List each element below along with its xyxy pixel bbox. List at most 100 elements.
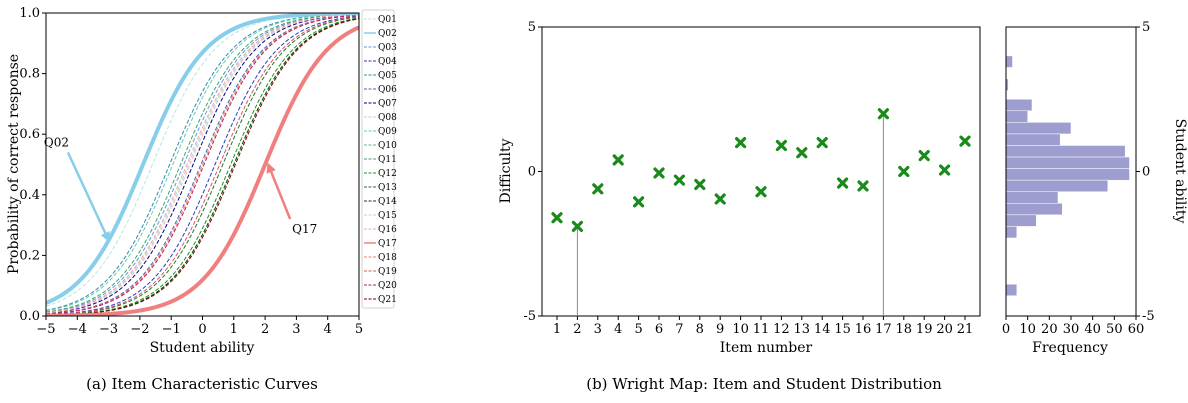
legend-label-q08: Q08 bbox=[378, 113, 397, 123]
icc-y-ticks: 0.0 0.2 0.4 0.6 0.8 1.0 bbox=[19, 6, 46, 324]
item-point-21 bbox=[959, 135, 971, 147]
item-point-20 bbox=[939, 164, 951, 176]
items-x-tick-label: 3 bbox=[594, 322, 602, 337]
icc-curve-q03 bbox=[46, 13, 359, 313]
histogram-x-tick-label: 60 bbox=[1128, 322, 1145, 337]
items-x-tick-label: 17 bbox=[875, 322, 892, 337]
icc-y-tick-label: 0.4 bbox=[19, 188, 40, 203]
histogram-x-ticks: 0 10 20 30 40 50 60 bbox=[1002, 316, 1144, 337]
icc-curve-q17 bbox=[46, 25, 359, 316]
legend-label-q03: Q03 bbox=[378, 43, 397, 53]
histogram-y-tick-label: 0 bbox=[1142, 165, 1150, 180]
items-x-tick-label: 18 bbox=[896, 322, 913, 337]
items-x-tick-label: 19 bbox=[916, 322, 933, 337]
histogram-y-label: Student ability bbox=[1172, 119, 1188, 224]
items-y-tick-label: -5 bbox=[523, 309, 536, 324]
legend-label-q07: Q07 bbox=[378, 99, 397, 109]
icc-curve-q19 bbox=[46, 16, 359, 316]
items-x-tick-label: 20 bbox=[936, 322, 953, 337]
icc-curve-q16 bbox=[46, 13, 359, 314]
icc-curves bbox=[46, 13, 359, 316]
wright-map-students: 0 10 20 30 40 50 60 -5 0 5 Frequency Student abi… bbox=[1002, 20, 1188, 356]
histogram-bar bbox=[1005, 191, 1059, 204]
icc-curve-q07 bbox=[46, 14, 359, 314]
item-point-19 bbox=[918, 150, 930, 162]
item-point-2 bbox=[571, 220, 583, 233]
icc-chart: −5 −4 −3 −2 −1 0 1 2 3 4 5 0.0 0.2 0.4 0.6 0.8 1.0 Stud… bbox=[6, 6, 397, 393]
item-point-1 bbox=[551, 212, 563, 224]
legend-label-q19: Q19 bbox=[378, 267, 397, 277]
item-point-10 bbox=[735, 137, 747, 149]
histogram-x-tick-label: 10 bbox=[1019, 322, 1036, 337]
legend-label-q10: Q10 bbox=[378, 141, 397, 151]
item-point-14 bbox=[816, 137, 828, 149]
legend-label-q06: Q06 bbox=[378, 85, 397, 95]
item-point-12 bbox=[775, 139, 787, 152]
icc-x-ticks: −5 −4 −3 −2 −1 0 1 2 3 4 5 bbox=[36, 316, 363, 337]
icc-y-tick-label: 0.8 bbox=[19, 67, 40, 82]
histogram-bar bbox=[1005, 203, 1063, 216]
wright-map-items: 1 2 3 4 5 6 7 8 9 10 11 12 13 14 15 16 17 18 19 20 21 -505 I… bbox=[498, 20, 981, 393]
histogram-bar bbox=[1005, 283, 1018, 297]
histogram-bar bbox=[1005, 122, 1072, 135]
icc-y-tick-label: 1.0 bbox=[19, 6, 40, 21]
annotation-arrow-q17 bbox=[266, 162, 292, 220]
histogram-bar bbox=[1005, 133, 1061, 146]
legend-label-q09: Q09 bbox=[378, 127, 397, 137]
legend-label-q20: Q20 bbox=[378, 281, 397, 291]
item-point-17 bbox=[877, 108, 889, 120]
legend-label-q14: Q14 bbox=[378, 197, 397, 207]
caption-a: (a) Item Characteristic Curves bbox=[86, 375, 318, 393]
legend-label-q02: Q02 bbox=[378, 29, 397, 39]
icc-x-tick-label: −5 bbox=[36, 322, 55, 337]
legend-label-q21: Q21 bbox=[378, 295, 397, 305]
items-y-tick-label: 5 bbox=[528, 20, 536, 35]
items-x-tick-label: 1 bbox=[553, 322, 561, 337]
annotation-arrow-q02 bbox=[66, 151, 110, 243]
histogram-x-tick-label: 40 bbox=[1084, 322, 1101, 337]
legend-label-q15: Q15 bbox=[378, 211, 397, 221]
histogram-bar bbox=[1005, 156, 1130, 169]
histogram-y-tick-label: -5 bbox=[1142, 309, 1155, 324]
icc-x-tick-label: 5 bbox=[355, 322, 363, 337]
icc-legend: Q01 Q02 Q03 Q04 Q05 Q06 Q07 Q08 Q09 Q10 Q11 Q12 Q13 Q… bbox=[361, 9, 397, 309]
items-x-label: Item number bbox=[720, 340, 813, 356]
item-point-15 bbox=[837, 177, 849, 189]
icc-curve-q12 bbox=[46, 17, 359, 316]
items-x-tick-label: 7 bbox=[675, 322, 683, 337]
icc-x-tick-label: 0 bbox=[198, 322, 206, 337]
items-x-tick-label: 16 bbox=[855, 322, 872, 337]
histogram-y-tick-label: 5 bbox=[1142, 20, 1150, 35]
icc-curve-q09 bbox=[46, 13, 359, 312]
legend-label-q17: Q17 bbox=[378, 239, 397, 249]
icc-curve-q14 bbox=[46, 17, 359, 316]
item-point-3 bbox=[592, 183, 604, 195]
icc-x-tick-label: −4 bbox=[68, 322, 87, 337]
item-point-16 bbox=[857, 180, 869, 192]
items-plot-frame bbox=[541, 26, 981, 317]
item-point-8 bbox=[694, 178, 706, 191]
icc-annotations: Q02 Q17 bbox=[44, 135, 317, 243]
icc-x-tick-label: −1 bbox=[162, 322, 181, 337]
icc-curve-q13 bbox=[46, 16, 359, 316]
icc-curve-q20 bbox=[46, 14, 359, 315]
items-x-tick-label: 8 bbox=[696, 322, 704, 337]
legend-label-q05: Q05 bbox=[378, 71, 397, 81]
histogram-x-tick-label: 0 bbox=[1002, 322, 1010, 337]
icc-x-label: Student ability bbox=[150, 340, 255, 356]
legend-box bbox=[361, 9, 395, 309]
histogram-x-tick-label: 20 bbox=[1041, 322, 1058, 337]
item-point-7 bbox=[673, 174, 685, 186]
histogram-bar bbox=[1005, 214, 1037, 227]
items-y-label: Difficulty bbox=[498, 138, 514, 203]
caption-b: (b) Wright Map: Item and Student Distrib… bbox=[586, 375, 942, 393]
legend-label-q11: Q11 bbox=[378, 155, 397, 165]
item-stems bbox=[576, 113, 884, 316]
items-x-tick-label: 10 bbox=[732, 322, 749, 337]
items-y-tick-label: 0 bbox=[528, 165, 536, 180]
items-x-tick-label: 11 bbox=[753, 322, 770, 337]
legend-label-q04: Q04 bbox=[378, 57, 397, 67]
items-x-tick-label: 12 bbox=[773, 322, 790, 337]
